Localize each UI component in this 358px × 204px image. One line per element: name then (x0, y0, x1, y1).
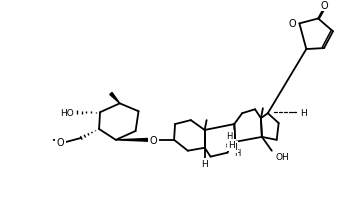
Polygon shape (110, 93, 120, 104)
Text: O: O (320, 1, 328, 11)
Text: H: H (230, 143, 237, 152)
Text: O: O (57, 137, 64, 147)
Text: OH: OH (276, 152, 290, 161)
Text: O: O (289, 19, 296, 29)
Text: HO: HO (60, 108, 73, 117)
Text: O: O (150, 135, 157, 145)
Text: H: H (226, 132, 232, 141)
Text: H: H (201, 159, 208, 168)
Text: Ḣ: Ḣ (234, 148, 241, 157)
Polygon shape (116, 139, 150, 142)
Text: H: H (300, 108, 307, 117)
Text: H: H (228, 141, 235, 150)
